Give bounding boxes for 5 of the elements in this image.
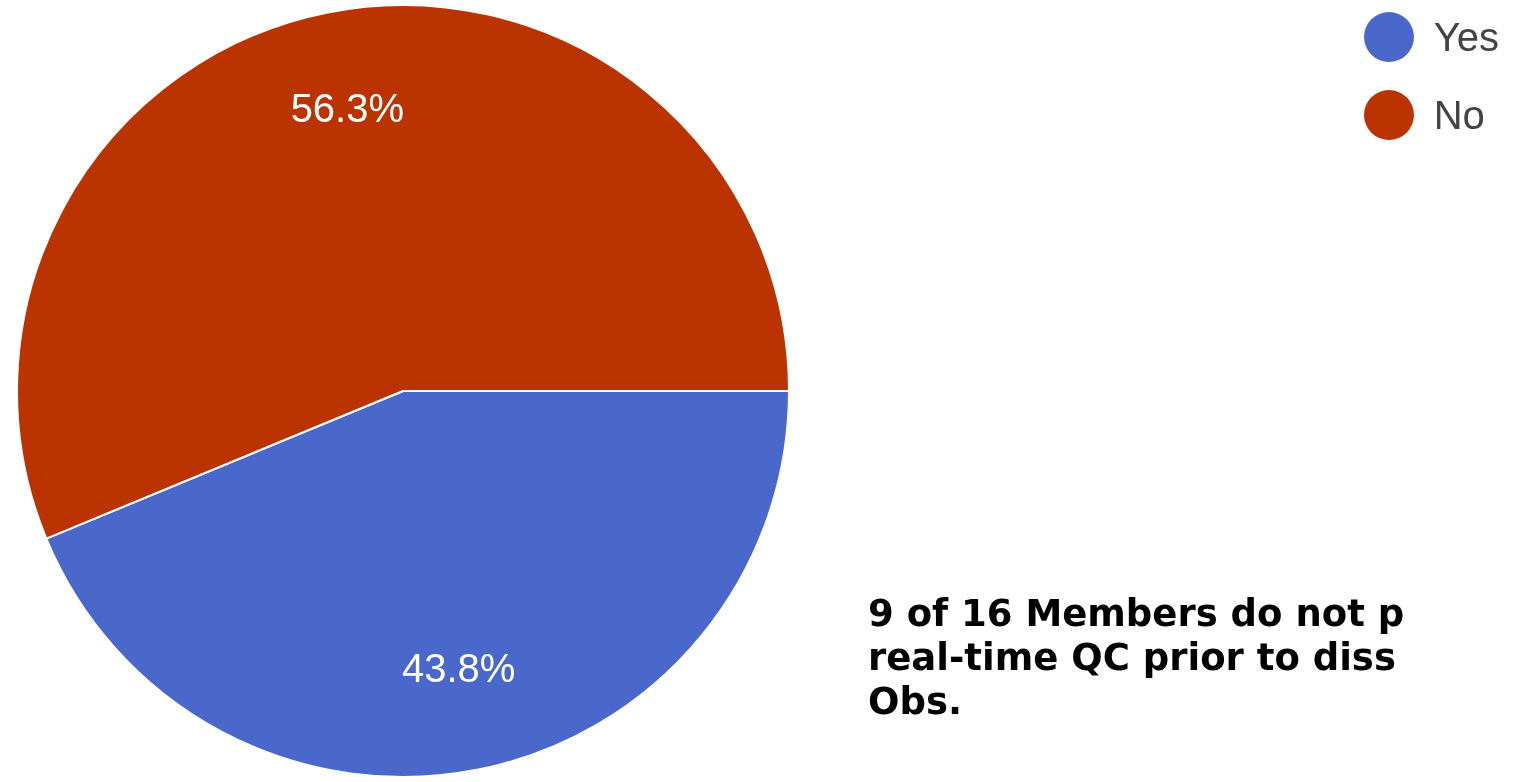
legend-label: Yes [1433,14,1499,60]
data-label: 56.3% [290,85,405,130]
text: 9 of 16 Members do not p real-time QC prior to diss Obs. [868,592,1405,724]
data-label: 43.8% [401,646,516,691]
legend-label: No [1433,92,1485,138]
